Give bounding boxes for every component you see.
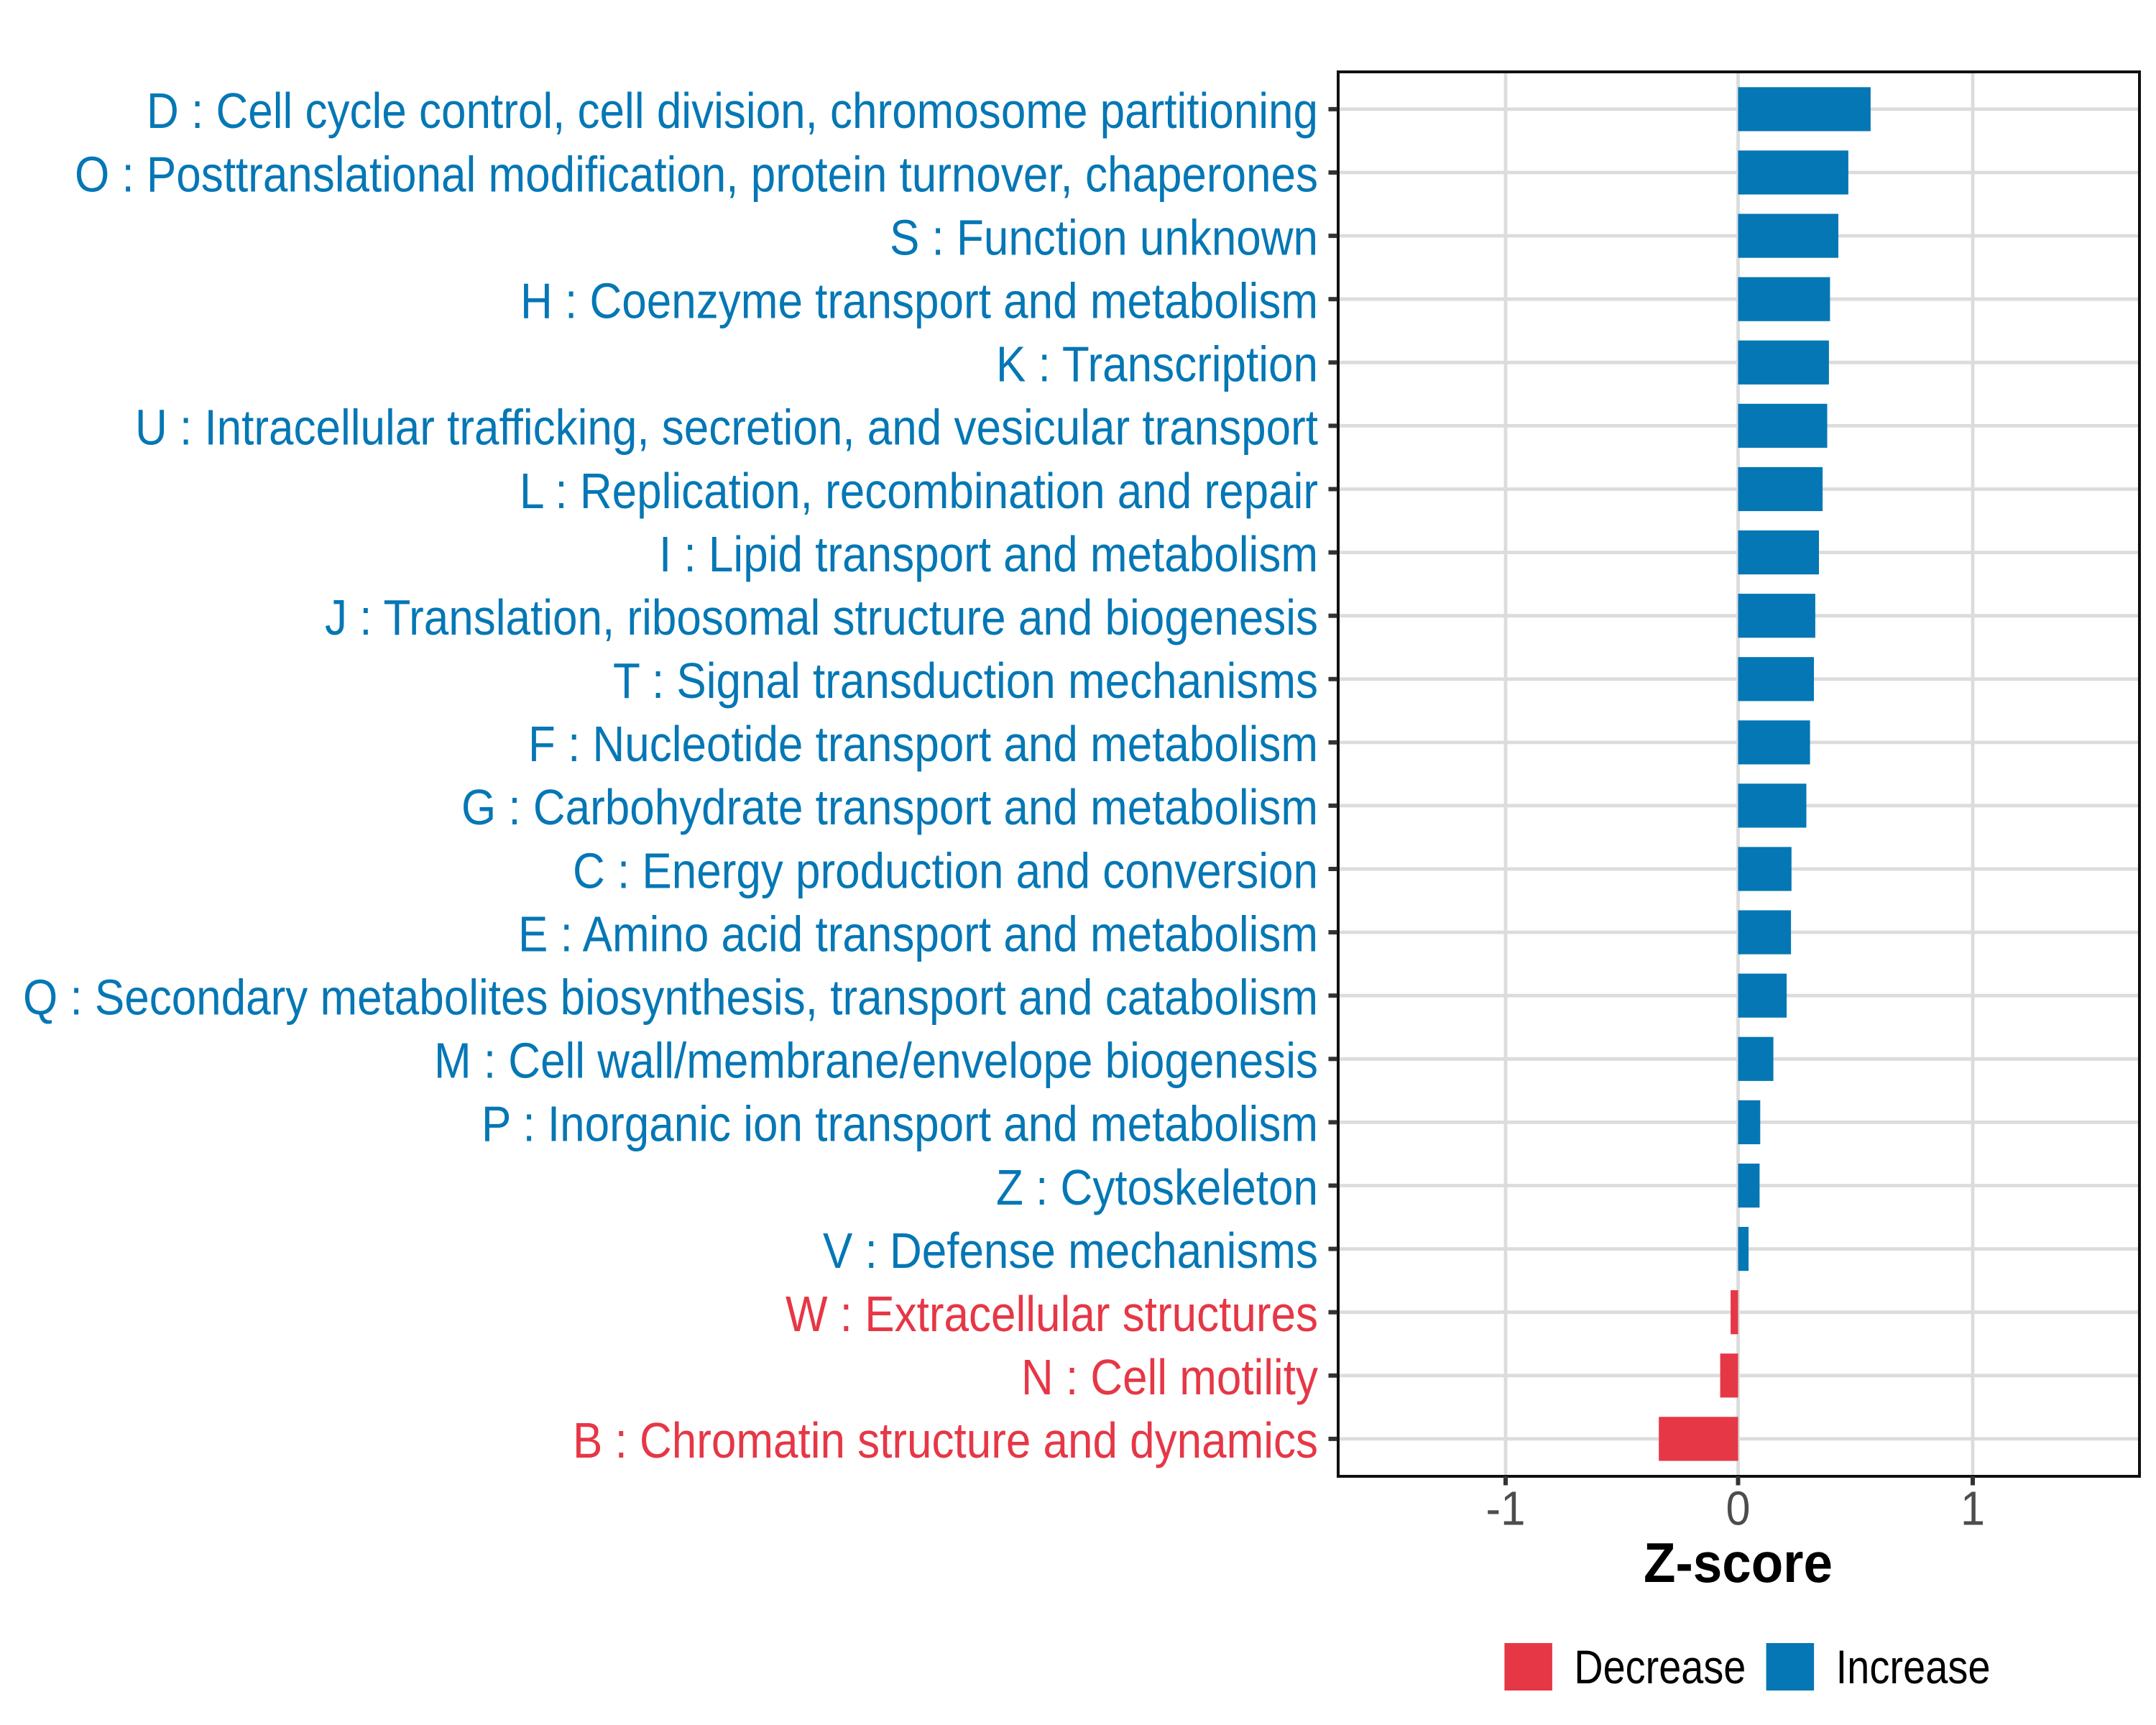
svg-text:U : Intracellular trafficking,: U : Intracellular trafficking, secretion… (135, 400, 1318, 456)
svg-text:F : Nucleotide transport and m: F : Nucleotide transport and metabolism (528, 716, 1318, 772)
svg-text:T : Signal transduction mechan: T : Signal transduction mechanisms (613, 653, 1318, 709)
svg-text:-1: -1 (1486, 1481, 1526, 1535)
svg-text:B : Chromatin structure and dy: B : Chromatin structure and dynamics (573, 1412, 1318, 1468)
svg-text:C : Energy production and conv: C : Energy production and conversion (573, 842, 1318, 898)
svg-text:S : Function unknown: S : Function unknown (890, 209, 1318, 265)
svg-text:1: 1 (1961, 1481, 1985, 1535)
svg-text:J : Translation, ribosomal str: J : Translation, ribosomal structure and… (325, 589, 1318, 645)
svg-text:W : Extracellular structures: W : Extracellular structures (786, 1286, 1318, 1342)
svg-text:I : Lipid transport and metabo: I : Lipid transport and metabolism (659, 526, 1318, 582)
svg-text:Q : Secondary metabolites bios: Q : Secondary metabolites biosynthesis, … (23, 970, 1318, 1026)
svg-text:P : Inorganic ion transport an: P : Inorganic ion transport and metaboli… (482, 1096, 1318, 1152)
svg-text:Decrease: Decrease (1574, 1640, 1746, 1693)
svg-text:H : Coenzyme transport and met: H : Coenzyme transport and metabolism (520, 273, 1318, 329)
svg-text:0: 0 (1726, 1481, 1751, 1535)
svg-text:G : Carbohydrate transport and: G : Carbohydrate transport and metabolis… (461, 779, 1318, 835)
svg-text:D : Cell cycle control, cell d: D : Cell cycle control, cell division, c… (147, 83, 1318, 139)
svg-text:Z : Cytoskeleton: Z : Cytoskeleton (996, 1159, 1318, 1215)
svg-text:Increase: Increase (1836, 1640, 1991, 1693)
svg-text:M : Cell wall/membrane/envelop: M : Cell wall/membrane/envelope biogenes… (434, 1033, 1318, 1089)
svg-text:E : Amino acid transport and m: E : Amino acid transport and metabolism (518, 906, 1318, 962)
svg-text:Z-score: Z-score (1644, 1531, 1833, 1594)
svg-text:N : Cell motility: N : Cell motility (1021, 1349, 1318, 1405)
svg-text:V : Defense mechanisms: V : Defense mechanisms (823, 1223, 1318, 1279)
svg-text:O : Posttranslational modifica: O : Posttranslational modification, prot… (75, 146, 1318, 202)
svg-text:L : Replication, recombination: L : Replication, recombination and repai… (520, 463, 1318, 519)
svg-text:K : Transcription: K : Transcription (996, 336, 1318, 392)
